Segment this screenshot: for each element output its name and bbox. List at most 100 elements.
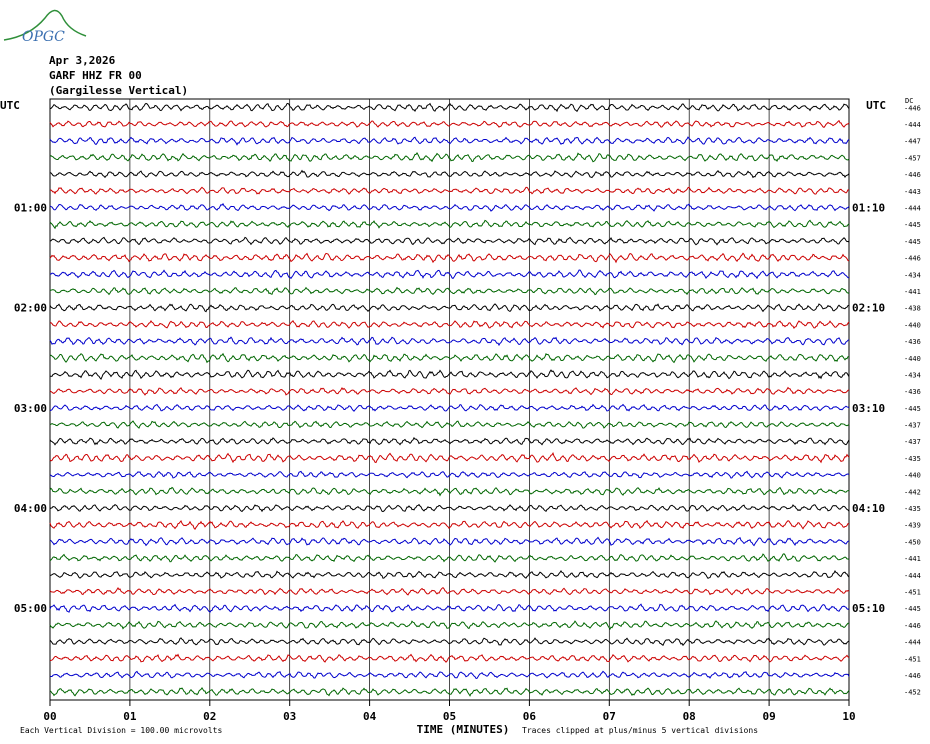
x-tick-label: 08 xyxy=(683,710,696,723)
seismic-trace xyxy=(49,169,850,179)
dc-offset-label: -445 xyxy=(904,221,921,229)
seismic-trace xyxy=(49,102,850,113)
dc-offset-label: -451 xyxy=(904,655,921,663)
seismic-trace xyxy=(49,352,850,364)
dc-offset-label: -446 xyxy=(904,171,921,179)
seismic-trace xyxy=(49,570,850,580)
right-hour-label: 02:10 xyxy=(852,302,885,315)
dc-offset-label: -439 xyxy=(904,522,921,530)
logo-text: OPGC xyxy=(22,29,65,45)
dc-offset-label: -436 xyxy=(904,388,921,396)
seismic-trace xyxy=(49,252,850,264)
seismic-trace xyxy=(49,519,850,530)
dc-offset-label: -438 xyxy=(904,305,921,313)
dc-offset-label: -440 xyxy=(904,472,921,480)
dc-offset-label: -434 xyxy=(904,271,921,279)
dc-offset-label: -436 xyxy=(904,338,921,346)
seismic-trace xyxy=(49,236,850,246)
logo-arc xyxy=(3,9,87,41)
clipping-note: Traces clipped at plus/minus 5 vertical … xyxy=(522,726,758,735)
right-hour-label: 04:10 xyxy=(852,502,885,515)
opgc-logo: OPGC xyxy=(3,9,87,45)
seismic-trace xyxy=(49,286,850,296)
dc-offset-label: -444 xyxy=(904,121,921,129)
left-hour-label: 02:00 xyxy=(14,302,47,315)
dc-offset-label: -451 xyxy=(904,588,921,596)
dc-offset-label: -444 xyxy=(904,572,921,580)
seismic-trace xyxy=(49,536,850,547)
seismic-trace xyxy=(49,269,850,280)
dc-offset-label: -446 xyxy=(904,104,921,112)
seismic-trace xyxy=(49,403,850,412)
seismic-trace xyxy=(49,119,850,129)
left-axis-label: UTC xyxy=(0,99,20,112)
seismic-trace xyxy=(49,420,850,429)
seismic-trace xyxy=(49,303,850,313)
dc-offset-label: -443 xyxy=(904,188,921,196)
dc-offset-label: -445 xyxy=(904,405,921,413)
seismic-trace xyxy=(49,436,850,446)
dc-offset-label: -435 xyxy=(904,455,921,463)
seismic-trace xyxy=(49,470,850,479)
x-tick-label: 05 xyxy=(443,710,456,723)
seismic-trace xyxy=(49,603,850,613)
seismic-trace xyxy=(49,486,850,497)
x-tick-label: 06 xyxy=(523,710,537,723)
x-tick-label: 03 xyxy=(283,710,296,723)
seismic-trace xyxy=(49,620,850,630)
x-tick-label: 07 xyxy=(603,710,616,723)
seismic-trace xyxy=(49,386,850,396)
dc-offset-label: -446 xyxy=(904,672,921,680)
x-tick-label: 09 xyxy=(762,710,775,723)
right-hour-label: 05:10 xyxy=(852,602,885,615)
dc-offset-label: -445 xyxy=(904,238,921,246)
dc-offset-label: -450 xyxy=(904,538,921,546)
seismic-trace xyxy=(49,202,850,212)
dc-offset-label: -457 xyxy=(904,154,921,162)
x-tick-label: 10 xyxy=(842,710,855,723)
dc-offset-label: -437 xyxy=(904,422,921,430)
seismic-trace xyxy=(49,452,850,464)
dc-offset-label: -441 xyxy=(904,288,921,296)
dc-offset-label: -442 xyxy=(904,488,921,496)
dc-offset-label: -441 xyxy=(904,555,921,563)
seismic-trace xyxy=(49,653,850,663)
seismic-trace xyxy=(49,586,850,596)
seismic-trace xyxy=(49,186,850,195)
x-axis-title: TIME (MINUTES) xyxy=(417,723,510,736)
station-site: (Gargilesse Vertical) xyxy=(49,84,189,97)
seismic-trace xyxy=(49,319,850,330)
seismic-trace xyxy=(49,219,850,230)
x-tick-label: 00 xyxy=(43,710,56,723)
dc-offset-label: -444 xyxy=(904,205,921,213)
dc-offset-label: -446 xyxy=(904,255,921,263)
dc-offset-label: -452 xyxy=(904,689,921,697)
right-hour-label: 01:10 xyxy=(852,202,885,215)
dc-offset-label: -446 xyxy=(904,622,921,630)
dc-offset-label: -445 xyxy=(904,605,921,613)
left-hour-label: 03:00 xyxy=(14,402,47,415)
seismic-trace xyxy=(49,152,850,163)
vertical-division-note: Each Vertical Division = 100.00 microvol… xyxy=(20,726,222,735)
left-hour-label: 01:00 xyxy=(14,202,47,215)
seismic-trace xyxy=(49,503,850,513)
dc-offset-label: -447 xyxy=(904,138,921,146)
seismic-trace xyxy=(49,553,850,563)
seismic-trace xyxy=(49,136,850,146)
seismic-trace xyxy=(49,637,850,647)
dc-offset-label: -437 xyxy=(904,438,921,446)
left-hour-label: 04:00 xyxy=(14,502,47,515)
x-tick-label: 04 xyxy=(363,710,377,723)
dc-header-label: DC xyxy=(905,97,913,105)
x-tick-label: 02 xyxy=(203,710,216,723)
chart-date: Apr 3,2026 xyxy=(49,54,116,67)
left-hour-label: 05:00 xyxy=(14,602,47,615)
seismic-trace xyxy=(49,670,850,679)
x-tick-label: 01 xyxy=(123,710,137,723)
dc-offset-label: -435 xyxy=(904,505,921,513)
right-axis-label: UTC xyxy=(866,99,886,112)
dc-offset-label: -434 xyxy=(904,371,921,379)
dc-offset-label: -444 xyxy=(904,639,921,647)
seismic-trace xyxy=(49,369,850,380)
